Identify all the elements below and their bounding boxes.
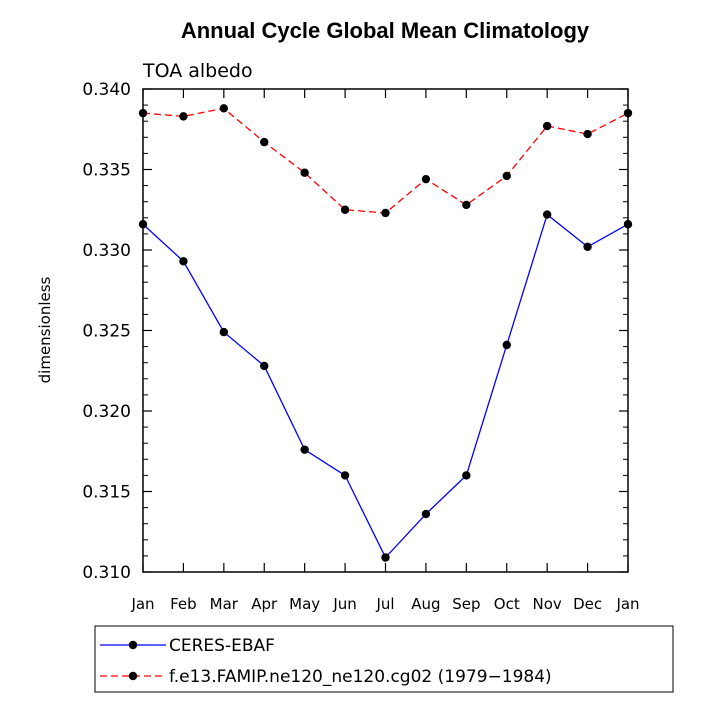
data-point — [421, 509, 431, 519]
data-point — [260, 361, 269, 371]
data-point — [300, 445, 309, 454]
legend-box — [94, 625, 674, 693]
x-tick-label: Sep — [452, 595, 480, 613]
x-tick-label: Jun — [332, 595, 356, 613]
legend-label-2: f.e13.FAMIP.ne120_ne120.cg02 (1979−1984) — [169, 667, 552, 687]
data-point — [542, 121, 552, 131]
legend-marker-1 — [128, 640, 138, 650]
tick-labels: 0.310 0.315 0.320 0.325 0.330 0.335 0.340 Jan Fe… — [82, 80, 639, 613]
legend: CERES-EBAF f.e13.FAMIP.ne120_ne120.cg02 (… — [94, 625, 674, 693]
chart-title: Annual Cycle Global Mean Climatology — [181, 18, 590, 43]
data-point — [462, 200, 471, 210]
y-tick-label: 0.310 — [82, 563, 131, 583]
data-point — [260, 137, 269, 147]
data-point — [340, 471, 350, 480]
data-point — [381, 208, 390, 218]
data-point — [179, 257, 188, 266]
data-point — [462, 471, 471, 480]
data-point — [502, 171, 511, 181]
series-layer — [138, 104, 633, 562]
plot-frame — [142, 88, 629, 573]
x-tick-label: Jan — [130, 595, 154, 613]
x-tick-label: Aug — [411, 595, 440, 613]
y-tick-label: 0.340 — [82, 80, 131, 100]
y-tick-label: 0.325 — [82, 322, 131, 342]
y-tick-label: 0.335 — [82, 161, 131, 181]
data-point — [179, 112, 188, 121]
x-tick-label: Feb — [170, 595, 197, 613]
data-point — [340, 205, 350, 214]
data-point — [583, 242, 592, 251]
x-tick-label: May — [289, 595, 320, 613]
data-point — [219, 104, 229, 113]
data-point — [583, 129, 592, 139]
data-point — [421, 174, 431, 184]
chart-subtitle: TOA albedo — [142, 60, 253, 82]
series-line-1 — [142, 213, 629, 559]
x-tick-label: Jul — [375, 595, 394, 613]
y-tick-label: 0.315 — [82, 483, 131, 503]
data-point — [219, 327, 229, 337]
data-point — [502, 340, 511, 350]
x-tick-label: Dec — [573, 595, 602, 613]
data-point — [300, 168, 309, 177]
y-axis-label: dimensionless — [36, 276, 54, 383]
x-tick-label: Oct — [494, 595, 520, 613]
x-tick-label: Apr — [251, 595, 278, 613]
legend-label-1: CERES-EBAF — [169, 636, 275, 656]
y-tick-label: 0.330 — [82, 241, 131, 261]
x-tick-label: Nov — [533, 595, 562, 613]
y-tick-label: 0.320 — [82, 402, 131, 422]
x-tick-label: Jan — [615, 595, 639, 613]
data-point — [381, 553, 390, 562]
data-point — [542, 210, 552, 219]
legend-marker-2 — [128, 671, 138, 681]
x-tick-label: Mar — [210, 595, 239, 613]
axis-ticks — [142, 88, 629, 573]
series-line-2 — [142, 107, 629, 214]
